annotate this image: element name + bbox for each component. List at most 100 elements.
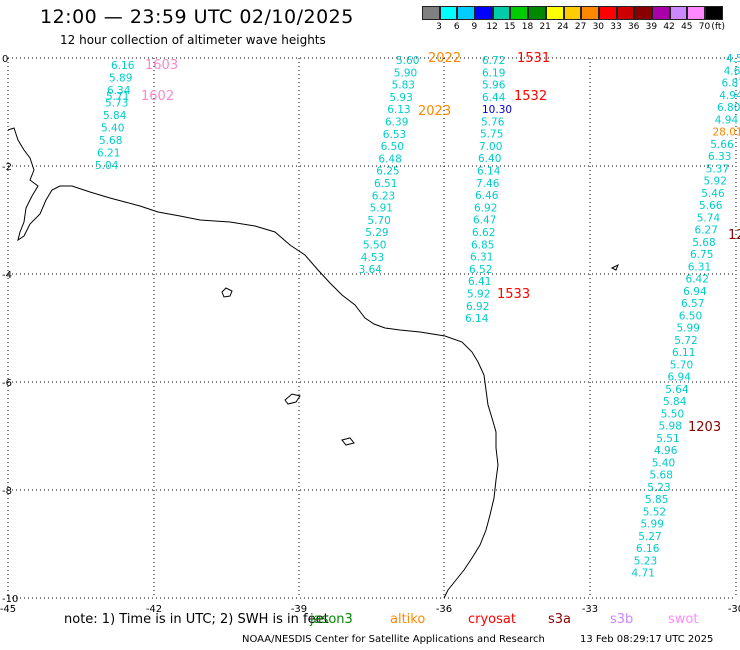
- scale-swatch: [439, 6, 458, 20]
- scale-label: 6: [453, 22, 460, 32]
- wave-height-value: 5.40: [101, 123, 124, 135]
- wave-height-value: 5.64: [665, 384, 689, 396]
- latitude-label: -6: [2, 378, 12, 389]
- wave-height-value: 6.39: [385, 117, 408, 129]
- wave-height-value: 5.29: [365, 227, 388, 239]
- wave-height-value: 5.96: [482, 80, 506, 92]
- generation-timestamp: 13 Feb 08:29:17 UTC 2025: [580, 634, 714, 645]
- axis-labels: -45 -42 -39 -36 -33 -30 0 -2 -4 -6 -8 -10: [0, 54, 740, 615]
- wave-height-value: 4.94: [715, 114, 739, 126]
- footer-credit: NOAA/NESDIS Center for Satellite Applica…: [242, 634, 545, 645]
- latitude-label: 0: [2, 54, 8, 65]
- longitude-label: -33: [582, 604, 598, 615]
- wave-height-value: 6.87: [722, 78, 740, 90]
- wave-height-value: 5.84: [663, 396, 687, 408]
- wave-height-value: 6.92: [466, 301, 489, 313]
- scale-swatch: [563, 6, 582, 20]
- wave-height-value: 5.27: [638, 531, 661, 543]
- scale-swatch: [545, 6, 564, 20]
- wave-height-value: 5.68: [692, 237, 715, 249]
- wave-height-value: 6.46: [475, 190, 499, 202]
- wave-height-value: 5.68: [99, 135, 122, 147]
- wave-height-value: 5.23: [647, 482, 670, 494]
- wave-height-value: 5.75: [480, 129, 503, 141]
- wave-height-value: 5.37: [706, 163, 729, 175]
- wave-height-value: 6.13: [387, 104, 410, 116]
- wave-height-value: 5.52: [643, 506, 666, 518]
- wave-height-value: 5.72: [674, 335, 697, 347]
- wave-height-value: 5.98: [659, 421, 682, 433]
- scale-label: 3: [436, 22, 442, 32]
- wave-height-value: 6.23: [372, 190, 395, 202]
- scale-label: 9: [471, 22, 478, 32]
- scale-swatch: [475, 6, 493, 20]
- latitude-label: -4: [2, 270, 12, 281]
- pass-time-label: 2023: [418, 104, 451, 119]
- wave-height-value: 6.16: [111, 60, 135, 72]
- wave-height-value: 5.84: [103, 110, 127, 122]
- wave-height-value: 6.25: [376, 166, 399, 178]
- page-subtitle: 12 hour collection of altimeter wave hei…: [60, 33, 326, 47]
- wave-height-value: 5.46: [701, 188, 725, 200]
- wave-height-value: 5.70: [367, 215, 390, 227]
- scale-swatch: [687, 6, 705, 20]
- longitude-label: -45: [0, 604, 16, 615]
- wave-height-value: 5.68: [650, 470, 673, 482]
- wave-height-value: 5.40: [652, 457, 675, 469]
- wave-height-value: 6.42: [686, 274, 709, 286]
- pass-time-label: 1203: [688, 420, 721, 435]
- wave-height-value: 6.62: [472, 227, 495, 239]
- scale-label: 36: [627, 22, 640, 32]
- wave-height-value: 10.30: [482, 104, 512, 116]
- scale-label: 27: [574, 22, 587, 32]
- wave-height-value: 6.50: [381, 141, 404, 153]
- wave-height-value: 4.96: [654, 445, 678, 457]
- scale-swatch: [422, 6, 440, 20]
- scale-swatch: [705, 6, 723, 20]
- scale-swatch: [581, 6, 599, 20]
- satellite-legend-item: s3a: [548, 612, 572, 627]
- latitude-label: -2: [2, 162, 12, 173]
- satellite-legend-item: jason3: [310, 612, 353, 627]
- note-text: note: 1) Time is in UTC; 2) SWH is in fe…: [64, 612, 329, 627]
- wave-height-value: 5.91: [370, 203, 393, 215]
- wave-height-value: 5.04: [95, 160, 119, 172]
- coastline: [7, 127, 499, 599]
- wave-height-value: 5.90: [394, 67, 417, 79]
- scale-label: 12: [486, 22, 498, 32]
- scale-label: 21: [539, 22, 551, 32]
- wave-height-value: 5.89: [109, 73, 132, 85]
- wave-height-value: 6.41: [468, 276, 491, 288]
- wave-height-value: 6.52: [469, 264, 492, 276]
- wave-height-value: 5.66: [710, 139, 734, 151]
- wave-height-value: 6.11: [672, 347, 695, 359]
- wave-height-value: 5.51: [656, 433, 679, 445]
- wave-height-value: 6.53: [383, 129, 406, 141]
- longitude-label: -30: [728, 604, 740, 615]
- scale-label: 15: [504, 22, 516, 32]
- wave-height-value: 6.50: [679, 310, 702, 322]
- scale-swatch: [528, 6, 546, 20]
- wave-height-value: 6.47: [473, 215, 496, 227]
- scale-unit: (ft): [711, 22, 725, 32]
- wave-height-value: 4.94: [719, 90, 740, 102]
- latitude-label: -8: [2, 486, 12, 497]
- wave-height-value: 6.92: [474, 202, 497, 214]
- wave-height-value: 6.16: [636, 543, 660, 555]
- scale-swatch: [669, 6, 688, 20]
- scale-label: 30: [592, 22, 605, 32]
- wave-height-value: 5.99: [677, 323, 700, 335]
- pass-time-label: 1603: [145, 58, 178, 73]
- longitude-label: -39: [291, 604, 307, 615]
- island-1: [221, 287, 233, 298]
- scale-label: 33: [610, 22, 622, 32]
- wave-height-value: 6.57: [681, 298, 704, 310]
- wave-height-value: 6.21: [97, 148, 120, 160]
- pass-time-label: 12: [728, 228, 740, 243]
- pass-time-label: 1602: [141, 89, 174, 104]
- wave-height-value: 6.75: [690, 249, 713, 261]
- wave-height-value: 5.60: [396, 55, 419, 67]
- wave-height-value: 5.93: [389, 92, 412, 104]
- page-title: 12:00 — 23:59 UTC 02/10/2025: [40, 6, 354, 28]
